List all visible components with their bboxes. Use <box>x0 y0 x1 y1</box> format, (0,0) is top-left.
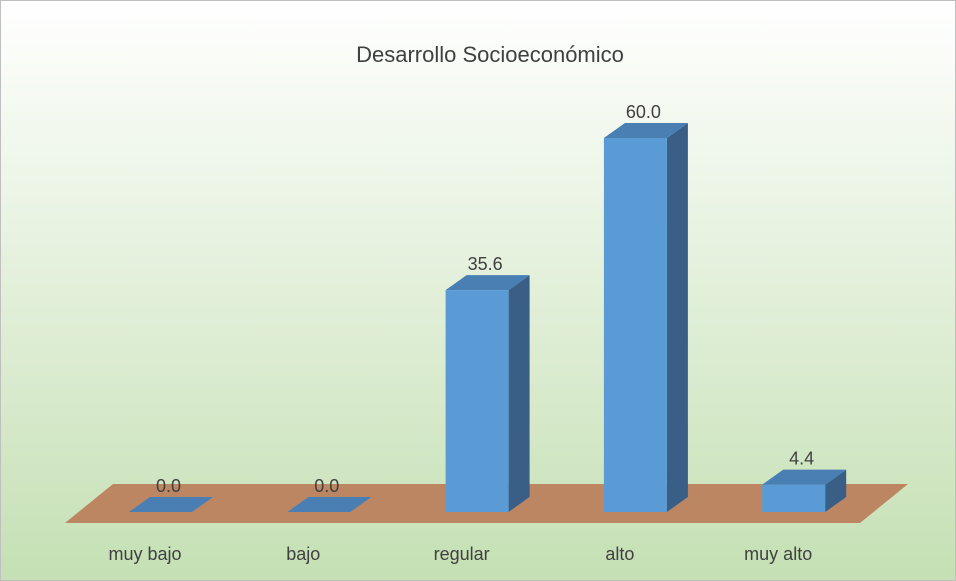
bar <box>445 275 530 512</box>
value-label: 0.0 <box>156 476 181 496</box>
x-tick-label: muy alto <box>744 544 812 564</box>
bar-side <box>508 275 530 512</box>
bar-top <box>603 123 688 138</box>
bar-side <box>825 469 847 512</box>
bar-top <box>129 497 213 512</box>
bar <box>287 497 372 512</box>
bar <box>603 123 688 512</box>
bar-front <box>445 290 509 512</box>
bar-top <box>762 469 847 485</box>
bar-side <box>666 123 688 512</box>
x-tick-label: muy bajo <box>108 544 181 564</box>
bar-front <box>762 484 826 512</box>
value-label: 0.0 <box>314 476 339 496</box>
bar-top <box>445 275 530 291</box>
bar-top <box>287 497 372 512</box>
value-label: 60.0 <box>626 102 661 122</box>
bar <box>129 497 213 512</box>
bar-front <box>603 138 667 512</box>
x-tick-label: regular <box>434 544 490 564</box>
x-tick-label: alto <box>605 544 634 564</box>
chart-title: Desarrollo Socioeconómico <box>356 42 624 67</box>
value-label: 35.6 <box>468 254 503 274</box>
bar <box>762 469 847 512</box>
x-tick-label: bajo <box>286 544 320 564</box>
value-label: 4.4 <box>789 448 814 468</box>
